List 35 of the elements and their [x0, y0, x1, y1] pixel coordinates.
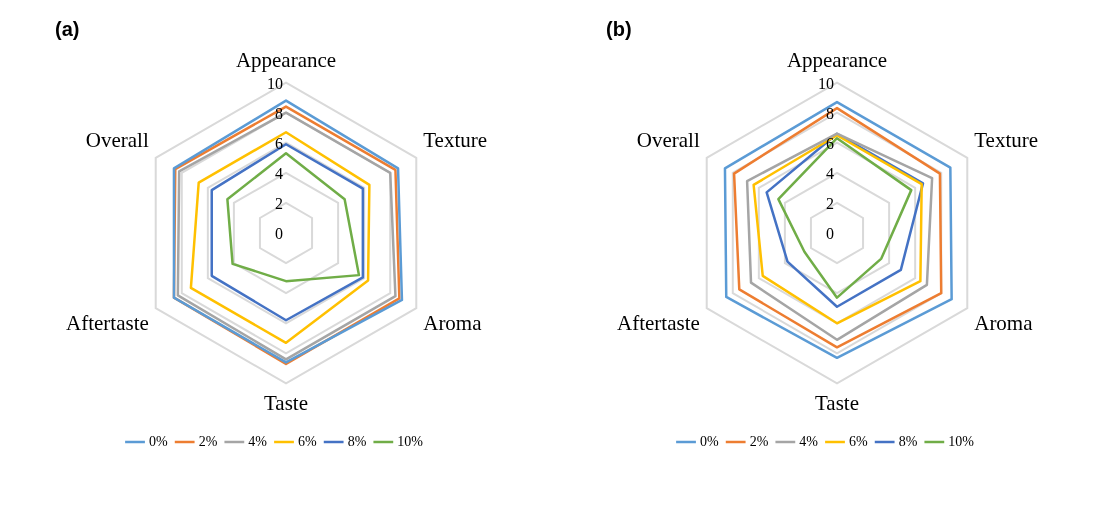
y-tick-label: 4: [275, 165, 283, 183]
y-tick-label: 0: [826, 225, 834, 243]
y-tick-label: 4: [826, 165, 834, 183]
legend-label: 2%: [198, 433, 218, 449]
legend-label: 4%: [248, 433, 268, 449]
y-tick-label: 0: [275, 225, 283, 243]
legend-label: 6%: [849, 433, 868, 449]
y-tick-label: 10: [818, 74, 834, 92]
legend-label: 6%: [298, 433, 317, 449]
legend-label: 8%: [347, 433, 367, 449]
spoke-label: Aroma: [423, 311, 483, 336]
legend-label: 0%: [700, 433, 720, 449]
chart-title: (b): [606, 17, 632, 40]
spoke-label: Overall: [85, 127, 149, 152]
spoke-label: Aftertaste: [616, 311, 700, 336]
y-tick-label: 6: [275, 134, 283, 152]
spoke-label: Taste: [814, 390, 860, 415]
y-tick-label: 2: [826, 195, 834, 213]
spoke-label: Taste: [263, 390, 309, 415]
spoke-label: Texture: [974, 127, 1039, 152]
spoke-label: Overall: [636, 127, 700, 152]
spoke-label: Appearance: [235, 48, 337, 73]
legend-label: 0%: [149, 433, 169, 449]
legend-label: 8%: [898, 433, 918, 449]
spoke-label: Texture: [423, 127, 488, 152]
legend-label: 10%: [397, 433, 424, 449]
spoke-label: Aroma: [974, 311, 1034, 336]
spoke-label: Appearance: [786, 48, 888, 73]
legend-label: 2%: [749, 433, 769, 449]
legend-label: 10%: [948, 433, 975, 449]
legend-label: 4%: [799, 433, 819, 449]
spoke-label: Aftertaste: [65, 311, 149, 336]
y-tick-label: 2: [275, 195, 283, 213]
chart-title: (a): [55, 17, 80, 40]
y-tick-label: 10: [267, 74, 283, 92]
